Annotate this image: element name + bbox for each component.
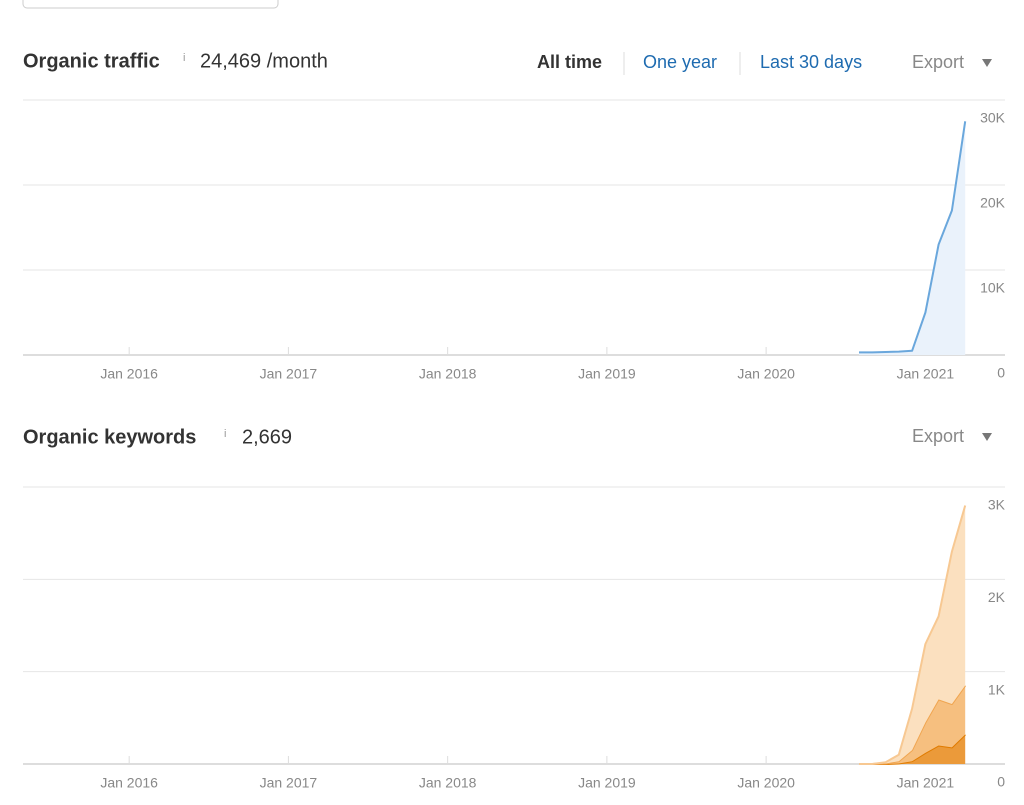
x-tick-label: Jan 2017 xyxy=(260,366,318,382)
dropdown-arrow[interactable] xyxy=(982,59,992,67)
y-tick-label: 3K xyxy=(988,497,1006,513)
x-tick-label: Jan 2021 xyxy=(897,366,955,382)
area-fill xyxy=(859,685,966,764)
keywords-value: 2,669 xyxy=(242,426,292,448)
export-button[interactable]: Export xyxy=(912,426,964,446)
range-button[interactable]: All time xyxy=(537,52,602,72)
y-tick-label: 20K xyxy=(980,195,1006,211)
traffic-value: 24,469 /month xyxy=(200,50,328,72)
export-button[interactable]: Export xyxy=(912,52,964,72)
y-tick-label: 10K xyxy=(980,280,1006,296)
y-tick-label: 1K xyxy=(988,681,1006,697)
y-tick-label: 30K xyxy=(980,110,1006,126)
dropdown-arrow[interactable] xyxy=(982,433,992,441)
traffic-title: Organic traffic xyxy=(23,50,160,72)
info-icon[interactable]: i xyxy=(224,428,226,440)
x-tick-label: Jan 2018 xyxy=(419,775,477,791)
x-tick-label: Jan 2018 xyxy=(419,366,477,382)
area-fill xyxy=(859,734,966,764)
x-tick-label: Jan 2016 xyxy=(100,775,158,791)
y-tick-label: 2K xyxy=(988,589,1006,605)
keywords-title: Organic keywords xyxy=(23,426,196,448)
x-tick-label: Jan 2021 xyxy=(897,775,955,791)
y-tick-label: 0 xyxy=(997,365,1005,381)
search-input[interactable] xyxy=(22,0,279,9)
range-button[interactable]: Last 30 days xyxy=(760,52,862,72)
x-tick-label: Jan 2019 xyxy=(578,366,636,382)
x-tick-label: Jan 2017 xyxy=(260,775,318,791)
area-fill xyxy=(859,121,966,355)
x-tick-label: Jan 2020 xyxy=(737,775,795,791)
series-line xyxy=(859,505,967,765)
x-tick-label: Jan 2020 xyxy=(737,366,795,382)
info-icon[interactable]: i xyxy=(183,52,185,64)
x-tick-label: Jan 2019 xyxy=(578,775,636,791)
y-tick-label: 0 xyxy=(997,774,1005,790)
x-tick-label: Jan 2016 xyxy=(100,366,158,382)
series-line xyxy=(859,121,967,354)
range-button[interactable]: One year xyxy=(643,52,717,72)
area-fill xyxy=(859,505,966,764)
